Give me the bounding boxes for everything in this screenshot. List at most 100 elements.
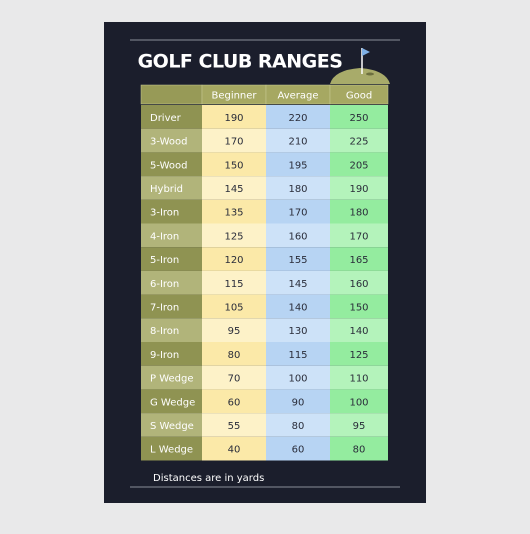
distance-cell <box>330 199 388 224</box>
distance-value: 60 <box>228 397 241 408</box>
distance-cell <box>202 152 266 177</box>
club-name: P Wedge <box>150 374 194 385</box>
footer-note: Distances are in yards <box>153 473 264 484</box>
distance-cell <box>202 128 266 153</box>
distance-cell <box>330 128 388 153</box>
distance-value: 170 <box>288 208 307 219</box>
distance-value: 120 <box>224 255 243 266</box>
club-name: 9-Iron <box>150 350 179 361</box>
header-cell <box>140 84 203 105</box>
distance-value: 100 <box>349 397 368 408</box>
club-cell <box>141 342 202 366</box>
distance-cell <box>266 176 330 200</box>
distance-cell <box>330 342 388 366</box>
distance-value: 115 <box>288 350 307 361</box>
distance-cell <box>202 413 266 437</box>
distance-value: 170 <box>224 137 243 148</box>
distance-cell <box>266 270 330 295</box>
distance-cell <box>202 270 266 295</box>
distance-value: 115 <box>224 279 243 290</box>
club-name: 3-Wood <box>150 137 187 148</box>
distance-value: 40 <box>228 445 241 456</box>
golf-flag-icon <box>330 48 390 84</box>
distance-value: 130 <box>288 326 307 337</box>
club-cell <box>141 436 202 461</box>
distance-cell <box>266 294 330 319</box>
distance-cell <box>202 318 266 342</box>
club-cell <box>141 152 202 177</box>
distance-cell <box>330 389 388 414</box>
distance-value: 190 <box>349 184 368 195</box>
distance-value: 80 <box>228 350 241 361</box>
club-name: Driver <box>150 113 182 124</box>
distance-cell <box>330 294 388 319</box>
club-name: S Wedge <box>150 421 194 432</box>
distance-cell <box>202 389 266 414</box>
distance-value: 145 <box>224 184 243 195</box>
club-cell <box>141 318 202 342</box>
distance-cell <box>202 105 266 129</box>
distance-value: 80 <box>353 445 366 456</box>
club-cell <box>141 199 202 224</box>
distance-cell <box>330 176 388 200</box>
distance-value: 170 <box>349 231 368 242</box>
distance-cell <box>266 342 330 366</box>
club-name: 3-Iron <box>150 208 179 219</box>
club-name: L Wedge <box>150 445 193 456</box>
distance-cell <box>330 270 388 295</box>
distance-cell <box>266 128 330 153</box>
distance-cell <box>266 105 330 129</box>
distance-value: 250 <box>349 113 368 124</box>
club-cell <box>141 294 202 319</box>
distance-value: 180 <box>288 184 307 195</box>
club-name: G Wedge <box>150 397 195 408</box>
distance-value: 80 <box>292 421 305 432</box>
distance-cell <box>266 413 330 437</box>
club-cell <box>141 413 202 437</box>
distance-table: Beginner Average Good Driver 190 220 250 3-Wood… <box>140 84 389 461</box>
club-cell <box>141 223 202 248</box>
distance-value: 140 <box>349 326 368 337</box>
club-cell <box>141 128 202 153</box>
distance-value: 60 <box>292 445 305 456</box>
distance-cell <box>202 342 266 366</box>
distance-cell <box>202 223 266 248</box>
distance-value: 225 <box>349 137 368 148</box>
column-header: Beginner <box>211 91 257 102</box>
club-name: 4-Iron <box>150 231 179 242</box>
distance-value: 125 <box>224 231 243 242</box>
distance-cell <box>202 247 266 271</box>
distance-value: 125 <box>349 350 368 361</box>
distance-value: 110 <box>349 374 368 385</box>
club-cell <box>141 247 202 271</box>
club-name: 5-Wood <box>150 160 187 171</box>
distance-cell <box>266 436 330 461</box>
club-name: Hybrid <box>150 184 183 195</box>
club-name: 5-Iron <box>150 255 179 266</box>
distance-cell <box>266 223 330 248</box>
distance-cell <box>330 436 388 461</box>
distance-cell <box>266 247 330 271</box>
distance-value: 55 <box>228 421 241 432</box>
distance-value: 105 <box>224 302 243 313</box>
distance-value: 140 <box>288 302 307 313</box>
distance-value: 190 <box>224 113 243 124</box>
distance-cell <box>330 152 388 177</box>
distance-value: 220 <box>288 113 307 124</box>
distance-value: 160 <box>288 231 307 242</box>
distance-value: 90 <box>292 397 305 408</box>
distance-value: 180 <box>349 208 368 219</box>
distance-cell <box>330 105 388 129</box>
distance-cell <box>266 199 330 224</box>
header-cell <box>329 84 389 105</box>
column-header: Average <box>277 91 318 102</box>
club-cell <box>141 389 202 414</box>
distance-cell <box>202 365 266 390</box>
distance-value: 155 <box>288 255 307 266</box>
distance-cell <box>330 318 388 342</box>
distance-value: 100 <box>288 374 307 385</box>
club-cell <box>141 270 202 295</box>
distance-value: 210 <box>288 137 307 148</box>
distance-cell <box>330 247 388 271</box>
